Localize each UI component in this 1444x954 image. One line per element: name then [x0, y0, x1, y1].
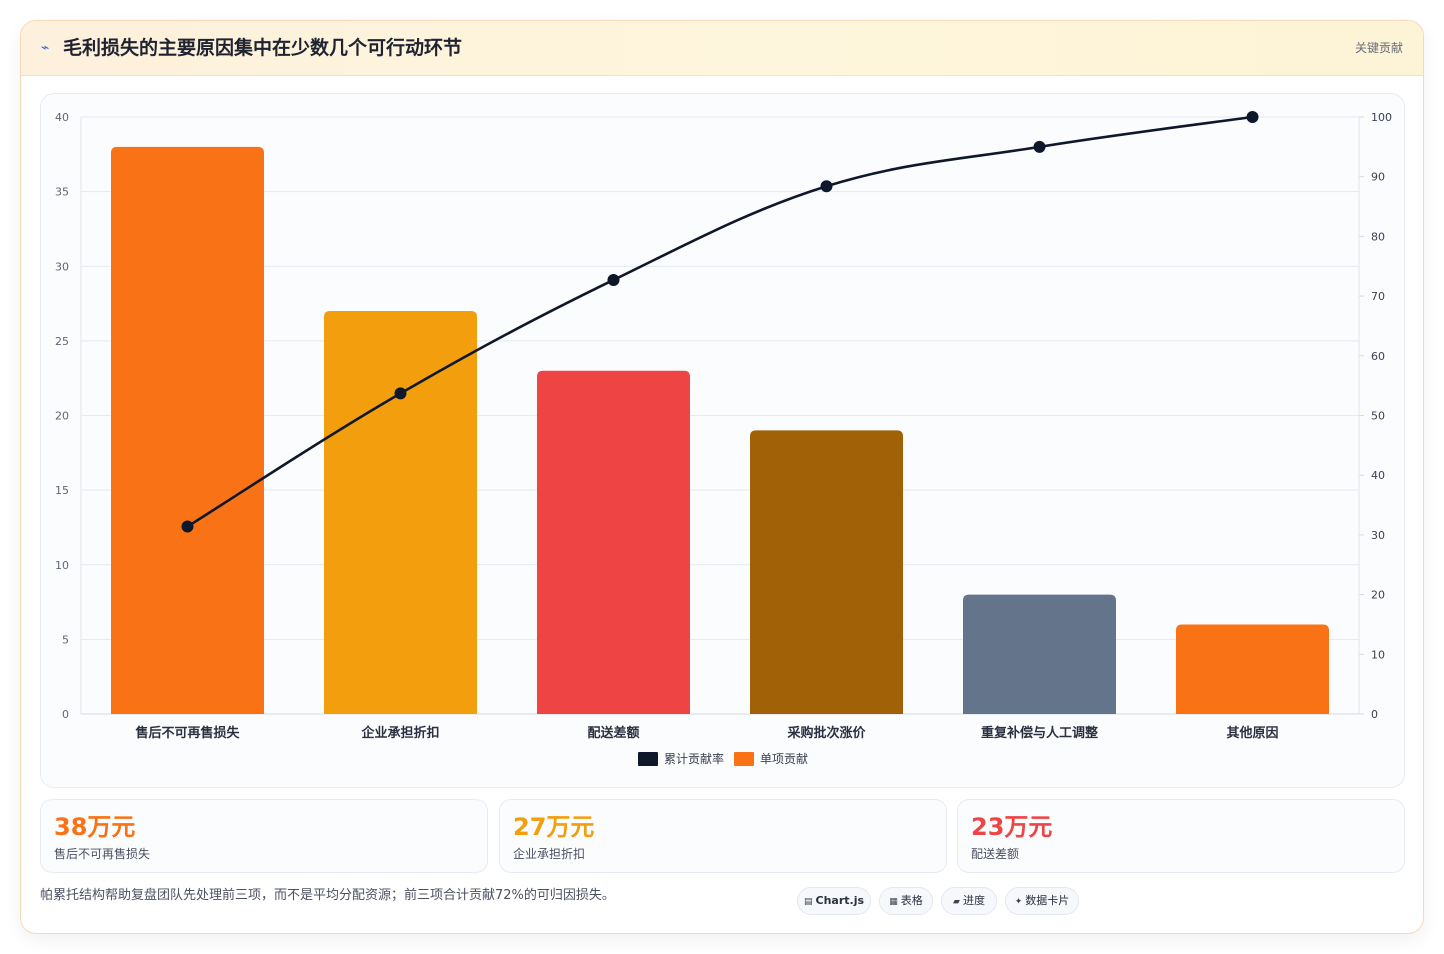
y-tick-label: 0 — [62, 708, 69, 721]
legend-label: 单项贡献 — [760, 751, 808, 766]
x-tick-label: 重复补偿与人工调整 — [981, 725, 1099, 741]
chip-data-card[interactable]: ✦ 数据卡片 — [1005, 887, 1079, 915]
y2-tick-label: 90 — [1371, 171, 1385, 184]
y2-tick-label: 30 — [1371, 529, 1385, 542]
y-tick-label: 35 — [55, 186, 69, 199]
chip-progress[interactable]: ▰ 进度 — [941, 887, 997, 915]
progress-icon: ▰ — [953, 897, 960, 907]
cumulative-line — [186, 115, 1253, 528]
kpi-row: 38万元 售后不可再售损失 27万元 企业承担折扣 23万元 配送差额 — [40, 799, 1406, 873]
bar-chart-icon: ▤ — [803, 897, 813, 907]
y2-tick-label: 40 — [1371, 469, 1385, 482]
chip-chartjs[interactable]: ▤ Chart.js — [797, 887, 871, 915]
cumulative-point — [1033, 140, 1046, 153]
legend-swatch — [734, 752, 754, 766]
cumulative-point — [1246, 111, 1259, 123]
kpi-card: 27万元 企业承担折扣 — [499, 799, 947, 873]
kpi-card: 23万元 配送差额 — [957, 799, 1405, 873]
y-tick-label: 40 — [55, 111, 69, 124]
y2-tick-label: 20 — [1371, 589, 1385, 602]
chip-table[interactable]: ▦ 表格 — [879, 887, 933, 915]
bar — [537, 370, 690, 714]
chip-label: 表格 — [900, 894, 923, 907]
table-icon: ▦ — [889, 897, 898, 907]
kpi-label: 企业承担折扣 — [513, 847, 586, 861]
kpi-value: 27万元 — [513, 813, 595, 841]
kpi-value: 23万元 — [971, 813, 1053, 841]
y2-tick-label: 100 — [1371, 111, 1392, 124]
card-title: 毛利损失的主要原因集中在少数几个可行动环节 — [63, 37, 463, 59]
y2-tick-label: 0 — [1371, 708, 1378, 721]
bar — [111, 146, 264, 715]
y2-tick-label: 60 — [1371, 350, 1385, 363]
bar — [750, 430, 903, 714]
x-tick-label: 配送差额 — [587, 725, 639, 741]
bar — [324, 311, 477, 714]
y-tick-label: 15 — [55, 484, 69, 497]
y-tick-label: 10 — [55, 559, 69, 572]
cumulative-point — [394, 387, 407, 400]
kpi-label: 配送差额 — [971, 847, 1020, 861]
y-tick-label: 20 — [55, 410, 69, 423]
y-tick-label: 5 — [62, 633, 69, 646]
cumulative-point — [181, 520, 194, 533]
x-tick-label: 企业承担折扣 — [360, 725, 439, 741]
card-header: ⌁ 毛利损失的主要原因集中在少数几个可行动环节 关键贡献 — [21, 21, 1423, 76]
pareto-chart: 0 5 10 15 20 25 30 35 40 0 10 20 30 40 50 60 70 80 90 100 售后… — [55, 111, 1392, 766]
chip-label: 数据卡片 — [1025, 894, 1070, 907]
chart-card: ⌁ 毛利损失的主要原因集中在少数几个可行动环节 关键贡献 0 5 10 15 20 25 3… — [20, 20, 1424, 934]
y2-tick-label: 50 — [1371, 410, 1385, 423]
cumulative-point — [820, 180, 833, 193]
kpi-label: 售后不可再售损失 — [54, 847, 151, 861]
chip-label: Chart.js — [815, 894, 865, 907]
header-tag: 关键贡献 — [1354, 41, 1403, 55]
kpi-value: 38万元 — [54, 813, 136, 841]
x-tick-label: 售后不可再售损失 — [135, 725, 240, 741]
y2-tick-label: 10 — [1371, 648, 1385, 661]
y-tick-label: 30 — [55, 260, 69, 273]
x-tick-label: 采购批次涨价 — [786, 725, 866, 741]
pareto-chart-panel: 0 5 10 15 20 25 30 35 40 0 10 20 30 40 50 60 70 80 90 100 售后… — [40, 93, 1405, 788]
y2-tick-label: 70 — [1371, 290, 1385, 303]
cumulative-point — [607, 273, 620, 286]
legend-label: 累计贡献率 — [664, 751, 724, 766]
bar — [963, 594, 1116, 714]
y-tick-label: 25 — [55, 335, 69, 348]
y2-tick-label: 80 — [1371, 230, 1385, 243]
chip-label: 进度 — [962, 894, 985, 907]
summary-note: 帕累托结构帮助复盘团队先处理前三项，而不是平均分配资源；前三项合计贡献72%的可… — [40, 888, 615, 903]
sparkle-icon: ✦ — [1014, 897, 1023, 907]
legend-swatch — [638, 752, 658, 766]
kpi-card: 38万元 售后不可再售损失 — [40, 799, 488, 873]
bar — [1176, 624, 1329, 714]
bolt-icon: ⌁ — [41, 40, 50, 56]
x-tick-label: 其他原因 — [1226, 725, 1278, 741]
